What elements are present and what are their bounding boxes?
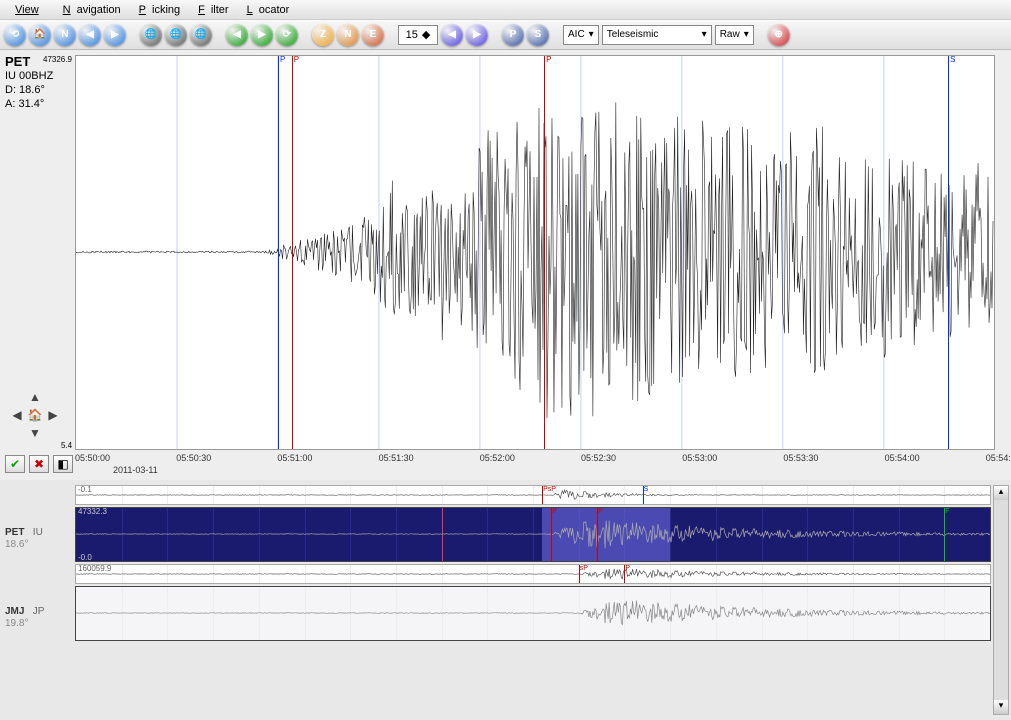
strip-station-label: JMJ JP19.8° xyxy=(5,606,44,630)
time-axis: 05:50:00 05:50:30 05:51:00 05:51:30 05:52:00… xyxy=(75,453,995,478)
nav-btn-2[interactable]: N xyxy=(54,24,76,46)
scroll-up-icon[interactable]: ▴ xyxy=(994,486,1008,500)
target-btn[interactable]: ⊕ xyxy=(768,24,790,46)
play-btn-2[interactable]: ⟳ xyxy=(276,24,298,46)
time-tick: 05:52:00 xyxy=(480,453,515,463)
waveform-svg xyxy=(76,56,994,449)
strip-canvas[interactable]: -0.1PsPS xyxy=(75,485,991,505)
strip-row: JMJ JP19.8° xyxy=(75,586,991,641)
tag-button[interactable]: ◧ xyxy=(53,455,73,473)
nav-pad: ▲ ◀ 🏠 ▶ ▼ xyxy=(10,390,60,440)
accept-button[interactable]: ✔ xyxy=(5,455,25,473)
strip-pick-label: P xyxy=(598,508,603,515)
play-btn-0[interactable]: ◀ xyxy=(226,24,248,46)
nav2-btn-0[interactable]: ◀ xyxy=(441,24,463,46)
strip-canvas[interactable]: 160059.9sPP xyxy=(75,564,991,584)
strip-pick-label: P xyxy=(625,565,630,572)
raw-select[interactable]: Raw ▾ xyxy=(715,25,754,45)
nav-btn-3[interactable]: ◀ xyxy=(79,24,101,46)
strip-pick-label: PsP xyxy=(543,486,556,493)
strip-row: 160059.9sPP xyxy=(75,564,991,584)
toolbar: ⟲🏠N◀▶🌐🌐🌐◀▶⟳ZNE15 ◆◀▶PSAIC ▾Teleseismic ▾… xyxy=(0,20,1011,50)
strip-canvas[interactable] xyxy=(75,586,991,641)
action-buttons: ✔ ✖ ◧ xyxy=(5,455,73,473)
menu-view[interactable]: View xyxy=(3,4,51,16)
nav-left-icon[interactable]: ◀ xyxy=(10,408,24,422)
time-tick: 05:53:30 xyxy=(783,453,818,463)
nav-right-icon[interactable]: ▶ xyxy=(46,408,60,422)
globe-btn-1[interactable]: 🌐 xyxy=(165,24,187,46)
time-tick: 05:53:00 xyxy=(682,453,717,463)
waveform-chart[interactable]: 47326.9 5.4 PPPS xyxy=(75,55,995,450)
strip-pick-label: S xyxy=(644,486,649,493)
zne-btn-1[interactable]: N xyxy=(337,24,359,46)
nav-btn-1[interactable]: 🏠 xyxy=(29,24,51,46)
ps-btn-0[interactable]: P xyxy=(502,24,524,46)
time-tick: 05:52:30 xyxy=(581,453,616,463)
scrollbar[interactable]: ▴ ▾ xyxy=(993,485,1009,715)
globe-btn-2[interactable]: 🌐 xyxy=(190,24,212,46)
strip-row: PET IU18.6°47332.3-0.0PPF xyxy=(75,507,991,562)
menu-navigation[interactable]: Navigation xyxy=(51,4,127,16)
menu-filter[interactable]: Filter xyxy=(186,4,234,16)
strip-pick xyxy=(597,508,598,561)
ps-btn-1[interactable]: S xyxy=(527,24,549,46)
strip-area: -0.1PsPSPET IU18.6°47332.3-0.0PPF160059.… xyxy=(0,485,1011,720)
nav-down-icon[interactable]: ▼ xyxy=(28,426,42,440)
zne-btn-0[interactable]: Z xyxy=(312,24,334,46)
reject-button[interactable]: ✖ xyxy=(29,455,49,473)
strip-pick xyxy=(551,508,552,561)
menu-picking[interactable]: Picking xyxy=(127,4,186,16)
globe-btn-0[interactable]: 🌐 xyxy=(140,24,162,46)
nav-up-icon[interactable]: ▲ xyxy=(28,390,42,404)
menu-locator[interactable]: Locator xyxy=(235,4,296,16)
menubar: View Navigation Picking Filter Locator xyxy=(0,0,1011,20)
station-az: A: 31.4° xyxy=(5,97,53,111)
ymax-label: 47326.9 xyxy=(43,55,72,64)
time-tick: 05:54:00 xyxy=(885,453,920,463)
zne-btn-2[interactable]: E xyxy=(362,24,384,46)
nav-btn-0[interactable]: ⟲ xyxy=(4,24,26,46)
station-net: IU 00BHZ xyxy=(5,69,53,83)
station-dist: D: 18.6° xyxy=(5,83,53,97)
strip-canvas[interactable]: 47332.3-0.0PPF xyxy=(75,507,991,562)
nav-btn-4[interactable]: ▶ xyxy=(104,24,126,46)
time-tick: 05:54:30 xyxy=(986,453,1011,463)
strip-pick xyxy=(944,508,945,561)
time-tick: 05:50:30 xyxy=(176,453,211,463)
scroll-down-icon[interactable]: ▾ xyxy=(994,700,1008,714)
strip-station-label: PET IU18.6° xyxy=(5,527,43,551)
time-tick: 05:51:00 xyxy=(277,453,312,463)
zoom-value[interactable]: 15 ◆ xyxy=(398,25,438,45)
strip-pick-label: sP xyxy=(580,565,588,572)
main-chart-area: PET IU 00BHZ D: 18.6° A: 31.4° ▲ ◀ 🏠 ▶ ▼… xyxy=(0,50,1011,480)
strip-pick-label: P xyxy=(552,508,557,515)
date-label: 2011-03-11 xyxy=(113,465,158,475)
aic-select[interactable]: AIC ▾ xyxy=(563,25,599,45)
play-btn-1[interactable]: ▶ xyxy=(251,24,273,46)
nav-home-icon[interactable]: 🏠 xyxy=(28,408,42,422)
strip-pick-label: F xyxy=(945,508,949,515)
strip-row: -0.1PsPS xyxy=(75,485,991,505)
time-tick: 05:51:30 xyxy=(379,453,414,463)
filter-select[interactable]: Teleseismic ▾ xyxy=(602,25,712,45)
time-tick: 05:50:00 xyxy=(75,453,110,463)
ymin-label: 5.4 xyxy=(61,441,72,450)
nav2-btn-1[interactable]: ▶ xyxy=(466,24,488,46)
